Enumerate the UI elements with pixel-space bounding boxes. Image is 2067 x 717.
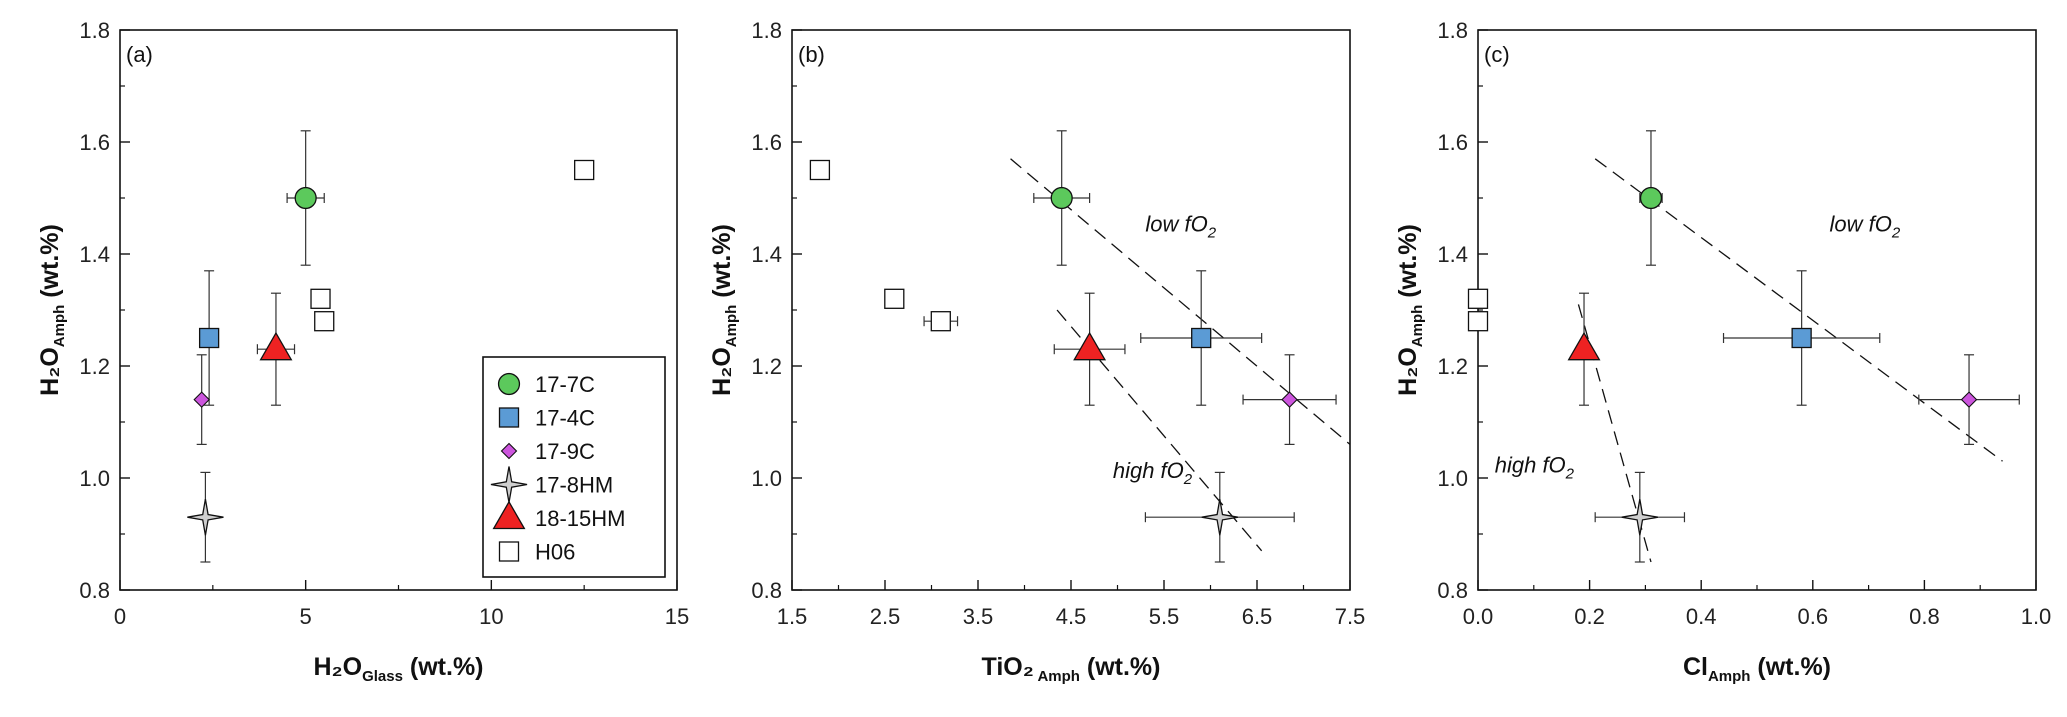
data-point-17-4c [1791, 327, 1812, 349]
y-tick-label: 1.0 [751, 466, 782, 491]
fo2-annotation: high fO2 [1113, 458, 1193, 488]
y-axis-label: H₂OAmph (wt.%) [1394, 224, 1426, 396]
data-point-18-15hm [259, 331, 293, 361]
x-tick-label: 15 [665, 604, 689, 629]
y-tick-label: 1.4 [1437, 242, 1468, 267]
x-tick-label: 6.5 [1242, 604, 1273, 629]
data-point-18-15hm [1567, 331, 1601, 361]
data-point-h06 [809, 159, 831, 181]
panel-label: (b) [798, 42, 825, 67]
x-axis-label: H₂OGlass (wt.%) [313, 653, 483, 685]
x-tick-label: 2.5 [870, 604, 901, 629]
data-point-17-4c [198, 327, 220, 349]
data-point-17-7c [1639, 186, 1663, 210]
legend-marker-17-4c [498, 407, 520, 428]
data-point-h06 [574, 159, 595, 181]
data-point-17-9c [1960, 391, 1978, 408]
legend-label: 18-15HM [535, 506, 625, 531]
plot-frame [1477, 29, 2037, 591]
data-point-17-4c [1191, 327, 1212, 349]
legend-label: 17-7C [535, 372, 595, 397]
data-point-h06 [314, 311, 335, 332]
data-point-17-7c [1050, 186, 1073, 210]
data-point-h06 [310, 288, 331, 309]
legend-label: 17-8HM [535, 473, 613, 498]
y-tick-label: 1.6 [751, 130, 782, 155]
y-tick-label: 1.0 [1437, 466, 1468, 491]
data-point-18-15hm [1073, 331, 1107, 361]
trendline [1594, 158, 2003, 462]
x-tick-label: 4.5 [1056, 604, 1087, 629]
y-tick-label: 0.8 [79, 578, 110, 603]
data-point-17-8hm [1621, 499, 1658, 536]
legend-marker-17-9c [500, 442, 518, 460]
x-tick-label: 10 [479, 604, 503, 629]
x-tick-label: 0.0 [1463, 604, 1494, 629]
y-tick-label: 1.6 [79, 130, 110, 155]
y-tick-label: 1.8 [79, 18, 110, 43]
fo2-annotation: low fO2 [1145, 212, 1216, 242]
data-point-17-8hm [187, 499, 224, 536]
y-tick-label: 1.2 [79, 354, 110, 379]
fo2-annotation: low fO2 [1830, 212, 1901, 242]
x-axis-label: ClAmph (wt.%) [1683, 653, 1831, 685]
legend-label: H06 [535, 540, 575, 565]
panel-label: (c) [1484, 42, 1510, 67]
y-tick-label: 1.8 [751, 18, 782, 43]
data-point-17-7c [294, 186, 317, 210]
y-tick-label: 1.4 [751, 242, 782, 267]
legend-label: 17-4C [535, 406, 595, 431]
y-tick-label: 1.2 [751, 354, 782, 379]
legend-marker-h06 [498, 541, 520, 562]
x-tick-label: 0.2 [1574, 604, 1605, 629]
x-tick-label: 5 [300, 604, 312, 629]
x-tick-label: 3.5 [963, 604, 994, 629]
data-point-17-9c [193, 391, 210, 408]
data-point-h06 [1467, 311, 1489, 332]
panel-label: (a) [126, 42, 153, 67]
legend: 17-7C 17-4C 17-9C 17-8HM 18-15HM H06 [482, 356, 666, 578]
y-tick-label: 0.8 [1437, 578, 1468, 603]
y-tick-label: 1.8 [1437, 18, 1468, 43]
data-point-17-9c [1281, 391, 1298, 408]
data-point-17-8hm [1201, 499, 1238, 536]
x-tick-label: 0.6 [1798, 604, 1829, 629]
legend-marker-17-7c [497, 372, 521, 396]
y-tick-label: 0.8 [751, 578, 782, 603]
y-axis-label: H₂OAmph (wt.%) [708, 224, 740, 396]
data-point-h06 [930, 311, 951, 332]
fo2-annotation: high fO2 [1495, 452, 1575, 482]
y-tick-label: 1.0 [79, 466, 110, 491]
panel-c: 0.0 0.2 0.4 0.6 0.8 1.0 0.8 1.0 1.2 1.4 1.6 1.8 (c) C… [1394, 18, 2051, 685]
panel-a: 0 5 10 15 0.8 1.0 1.2 1.4 1.6 1.8 (a) H₂OGlass (wt.… [36, 18, 689, 685]
y-tick-label: 1.2 [1437, 354, 1468, 379]
panel-b: 1.5 2.5 3.5 4.5 5.5 6.5 7.5 0.8 1.0 1.2 1.4 1.6 1.8 (… [708, 18, 1365, 685]
plot-frame [791, 29, 1351, 591]
x-tick-label: 0.4 [1686, 604, 1717, 629]
legend-marker-18-15hm [492, 500, 526, 530]
legend-label: 17-9C [535, 439, 595, 464]
x-tick-label: 0.8 [1909, 604, 1940, 629]
x-axis-label: TiO₂ Amph (wt.%) [982, 653, 1161, 685]
x-tick-label: 5.5 [1149, 604, 1180, 629]
data-point-h06 [884, 288, 905, 309]
y-axis-label: H₂OAmph (wt.%) [36, 224, 68, 396]
data-point-h06 [1467, 288, 1489, 309]
x-tick-label: 0 [114, 604, 126, 629]
x-tick-label: 1.0 [2021, 604, 2052, 629]
x-tick-label: 7.5 [1335, 604, 1366, 629]
x-tick-label: 1.5 [777, 604, 808, 629]
y-tick-label: 1.6 [1437, 130, 1468, 155]
y-tick-label: 1.4 [79, 242, 110, 267]
